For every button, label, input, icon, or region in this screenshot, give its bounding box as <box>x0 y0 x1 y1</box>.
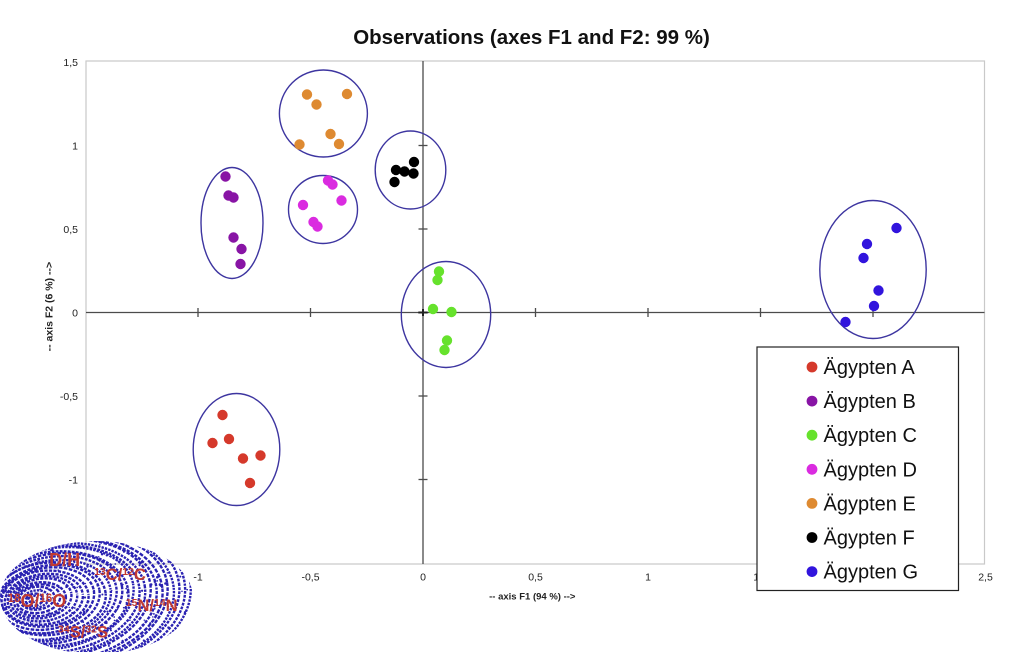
svg-text:1: 1 <box>72 141 78 153</box>
svg-text:-0,5: -0,5 <box>301 572 319 584</box>
svg-text:-- axis F2 (6 %) -->: -- axis F2 (6 %) --> <box>43 262 55 352</box>
svg-text:-1: -1 <box>193 572 202 584</box>
svg-text:Ägypten B: Ägypten B <box>824 391 916 413</box>
svg-text:1: 1 <box>645 572 651 584</box>
svg-text:0,5: 0,5 <box>528 572 543 584</box>
svg-text:Ägypten E: Ägypten E <box>824 493 916 515</box>
svg-text:Ägypten A: Ägypten A <box>824 357 916 379</box>
svg-text:18O/16O: 18O/16O <box>8 591 67 611</box>
svg-text:0: 0 <box>420 572 426 584</box>
svg-text:13C/12C: 13C/12C <box>94 566 146 584</box>
svg-text:Ägypten D: Ägypten D <box>824 459 917 481</box>
svg-text:Ägypten C: Ägypten C <box>824 425 917 447</box>
svg-text:D/H: D/H <box>49 550 80 570</box>
svg-text:0: 0 <box>72 308 78 320</box>
svg-text:Observations (axes F1 and F2:: Observations (axes F1 and F2: 99 %) <box>353 26 710 49</box>
svg-text:2,5: 2,5 <box>978 572 993 584</box>
svg-text:15N/14N: 15N/14N <box>126 597 178 615</box>
svg-text:-0,5: -0,5 <box>60 391 78 403</box>
svg-text:1,5: 1,5 <box>63 57 78 69</box>
svg-text:-- axis F1 (94 %) -->: -- axis F1 (94 %) --> <box>489 592 576 603</box>
svg-text:34S/32S: 34S/32S <box>58 624 108 642</box>
svg-text:0,5: 0,5 <box>63 224 78 236</box>
svg-text:Ägypten F: Ägypten F <box>824 528 915 550</box>
svg-text:Ägypten G: Ägypten G <box>824 562 919 584</box>
svg-text:-1: -1 <box>69 475 78 487</box>
